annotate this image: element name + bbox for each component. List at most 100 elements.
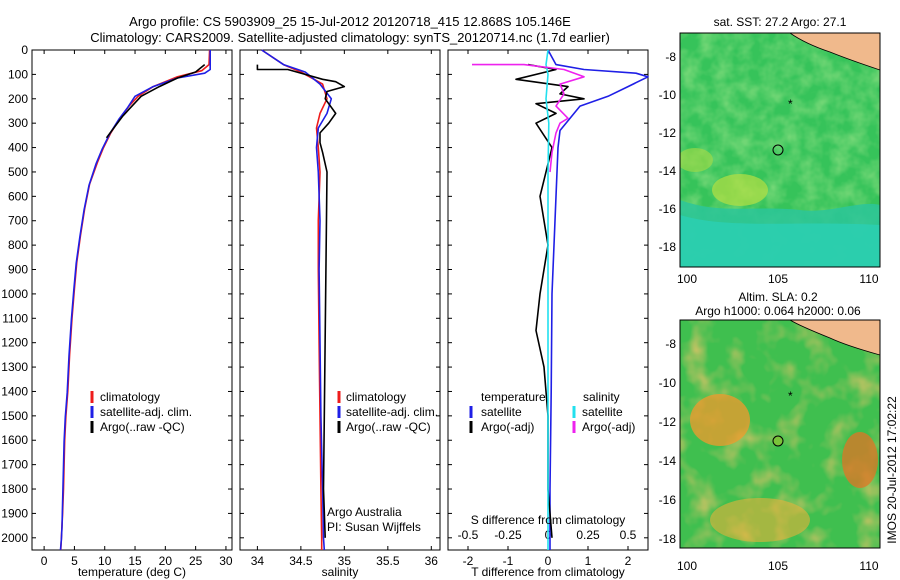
sst-map-argo-circle xyxy=(772,144,784,156)
sla-map-marker-star: * xyxy=(788,389,793,403)
s-diff-tick-label: 0.5 xyxy=(620,528,637,542)
depth-tick-label: 700 xyxy=(8,214,28,228)
difference-legend: temperature satellite Argo(-adj) salinit… xyxy=(469,390,635,434)
x-tick-label: 35 xyxy=(338,554,352,568)
depth-tick-label: 1000 xyxy=(1,287,28,301)
salinity-axis-label: salinity xyxy=(322,565,359,579)
series-line-satellite xyxy=(547,49,649,550)
sst-xtick: 110 xyxy=(859,272,878,286)
depth-tick-label: 1900 xyxy=(1,506,28,520)
x-tick-label: 35.5 xyxy=(376,554,400,568)
depth-tick-label: 200 xyxy=(8,92,28,106)
series-line-satellite-adj-clim- xyxy=(59,50,211,551)
depth-tick-label: 1300 xyxy=(1,360,28,374)
legend-label-t-argo: Argo(-adj) xyxy=(481,420,534,434)
legend-label-climatology: climatology xyxy=(346,390,406,404)
depth-tick-label: 0 xyxy=(21,43,28,57)
sla-map: Altim. SLA: 0.2 Argo h1000: 0.064 h2000:… xyxy=(659,290,881,573)
legend-label-satellite: satellite-adj. clim. xyxy=(100,405,192,419)
series-line-satellite-adj-clim- xyxy=(261,49,333,551)
x-tick-label: 10 xyxy=(98,554,112,568)
x-tick-label: 1 xyxy=(585,554,592,568)
temperature-panel-frame xyxy=(31,49,233,551)
annotation-argo-australia: Argo Australia xyxy=(327,505,402,519)
sla-ytick: -12 xyxy=(659,415,677,429)
depth-tick-label: 1600 xyxy=(1,433,28,447)
x-tick-label: 30 xyxy=(219,554,233,568)
sst-map-title: sat. SST: 27.2 Argo: 27.1 xyxy=(714,15,847,29)
s-difference-axis-label: S difference from climatology xyxy=(471,513,626,527)
t-difference-axis-label: T difference from climatology xyxy=(471,565,625,579)
x-tick-label: 2 xyxy=(625,554,632,568)
sla-xtick: 105 xyxy=(768,559,788,573)
legend-heading-salinity: salinity xyxy=(583,390,620,404)
figure-subtitle: Climatology: CARS2009. Satellite-adjuste… xyxy=(90,30,610,45)
legend-label-s-satellite: satellite xyxy=(582,405,623,419)
salinity-panel-frame xyxy=(239,49,441,551)
sla-map-title: Altim. SLA: 0.2 xyxy=(738,290,818,304)
legend-label-t-satellite: satellite xyxy=(481,405,522,419)
x-tick-label: -2 xyxy=(463,554,474,568)
legend-label-argo: Argo(..raw -QC) xyxy=(100,420,185,434)
series-line-sal-argo xyxy=(472,63,585,173)
sst-ytick: -8 xyxy=(665,50,676,64)
sst-ytick: -12 xyxy=(659,126,677,140)
sla-map-argo-circle xyxy=(772,435,784,447)
temperature-axis-label: temperature (deg C) xyxy=(78,565,186,579)
temperature-legend: climatology satellite-adj. clim. Argo(..… xyxy=(90,390,192,434)
s-diff-tick-label: 0.25 xyxy=(576,528,600,542)
x-tick-label: 20 xyxy=(159,554,173,568)
x-tick-label: 0 xyxy=(41,554,48,568)
legend-label-satellite: satellite-adj. clim. xyxy=(346,405,438,419)
depth-tick-label: 300 xyxy=(8,116,28,130)
s-diff-tick-label: -0.25 xyxy=(494,528,522,542)
s-diff-tick-label: -0.5 xyxy=(458,528,479,542)
sla-xtick: 110 xyxy=(859,559,878,573)
sst-ytick: -16 xyxy=(659,202,677,216)
depth-tick-label: 400 xyxy=(8,141,28,155)
sst-map: sat. SST: 27.2 Argo: 27.1 * -8 -10 -12 -… xyxy=(659,15,881,286)
sst-xtick: 100 xyxy=(677,272,697,286)
depth-tick-label: 2000 xyxy=(1,531,28,545)
salinity-legend: climatology satellite-adj. clim. Argo(..… xyxy=(327,390,438,534)
depth-tick-label: 900 xyxy=(8,263,28,277)
depth-tick-label: 500 xyxy=(8,165,28,179)
sst-ytick: -10 xyxy=(659,88,677,102)
depth-tick-label: 600 xyxy=(8,189,28,203)
depth-tick-label: 1100 xyxy=(2,311,28,325)
sla-ytick: -16 xyxy=(659,493,677,507)
depth-tick-label: 1700 xyxy=(1,458,28,472)
series-line-argo-raw-qc- xyxy=(256,64,346,538)
sla-map-subtitle: Argo h1000: 0.064 h2000: 0.06 xyxy=(695,304,861,318)
sst-xtick: 105 xyxy=(768,272,788,286)
annotation-pi: PI: Susan Wijffels xyxy=(327,520,421,534)
sla-ytick: -8 xyxy=(665,337,676,351)
sla-ytick: -14 xyxy=(659,454,677,468)
depth-tick-label: 800 xyxy=(8,238,28,252)
series-line-argo-adj- xyxy=(515,63,585,538)
sla-ytick: -18 xyxy=(659,532,677,546)
legend-label-argo: Argo(..raw -QC) xyxy=(346,420,431,434)
depth-tick-label: 1400 xyxy=(1,384,28,398)
figure-title: Argo profile: CS 5903909_25 15-Jul-2012 … xyxy=(129,14,571,29)
legend-label-s-argo: Argo(-adj) xyxy=(582,420,635,434)
sla-ytick: -10 xyxy=(659,376,677,390)
series-layer xyxy=(59,49,649,551)
x-tick-label: 34 xyxy=(251,554,265,568)
x-tick-label: 0 xyxy=(545,554,552,568)
depth-tick-label: 1200 xyxy=(1,336,28,350)
sst-ytick: -14 xyxy=(659,164,677,178)
x-tick-label: 36 xyxy=(425,554,439,568)
legend-heading-temperature: temperature xyxy=(481,390,546,404)
x-tick-label: -1 xyxy=(503,554,514,568)
x-tick-label: 5 xyxy=(71,554,78,568)
x-tick-label: 34.5 xyxy=(289,554,313,568)
legend-label-climatology: climatology xyxy=(100,390,160,404)
sst-map-marker-star: * xyxy=(788,97,793,111)
series-line-argo-raw-qc- xyxy=(105,63,206,139)
depth-tick-label: 1500 xyxy=(1,409,28,423)
sla-xtick: 100 xyxy=(677,559,697,573)
sst-ytick: -18 xyxy=(659,240,677,254)
depth-tick-label: 100 xyxy=(8,67,28,81)
